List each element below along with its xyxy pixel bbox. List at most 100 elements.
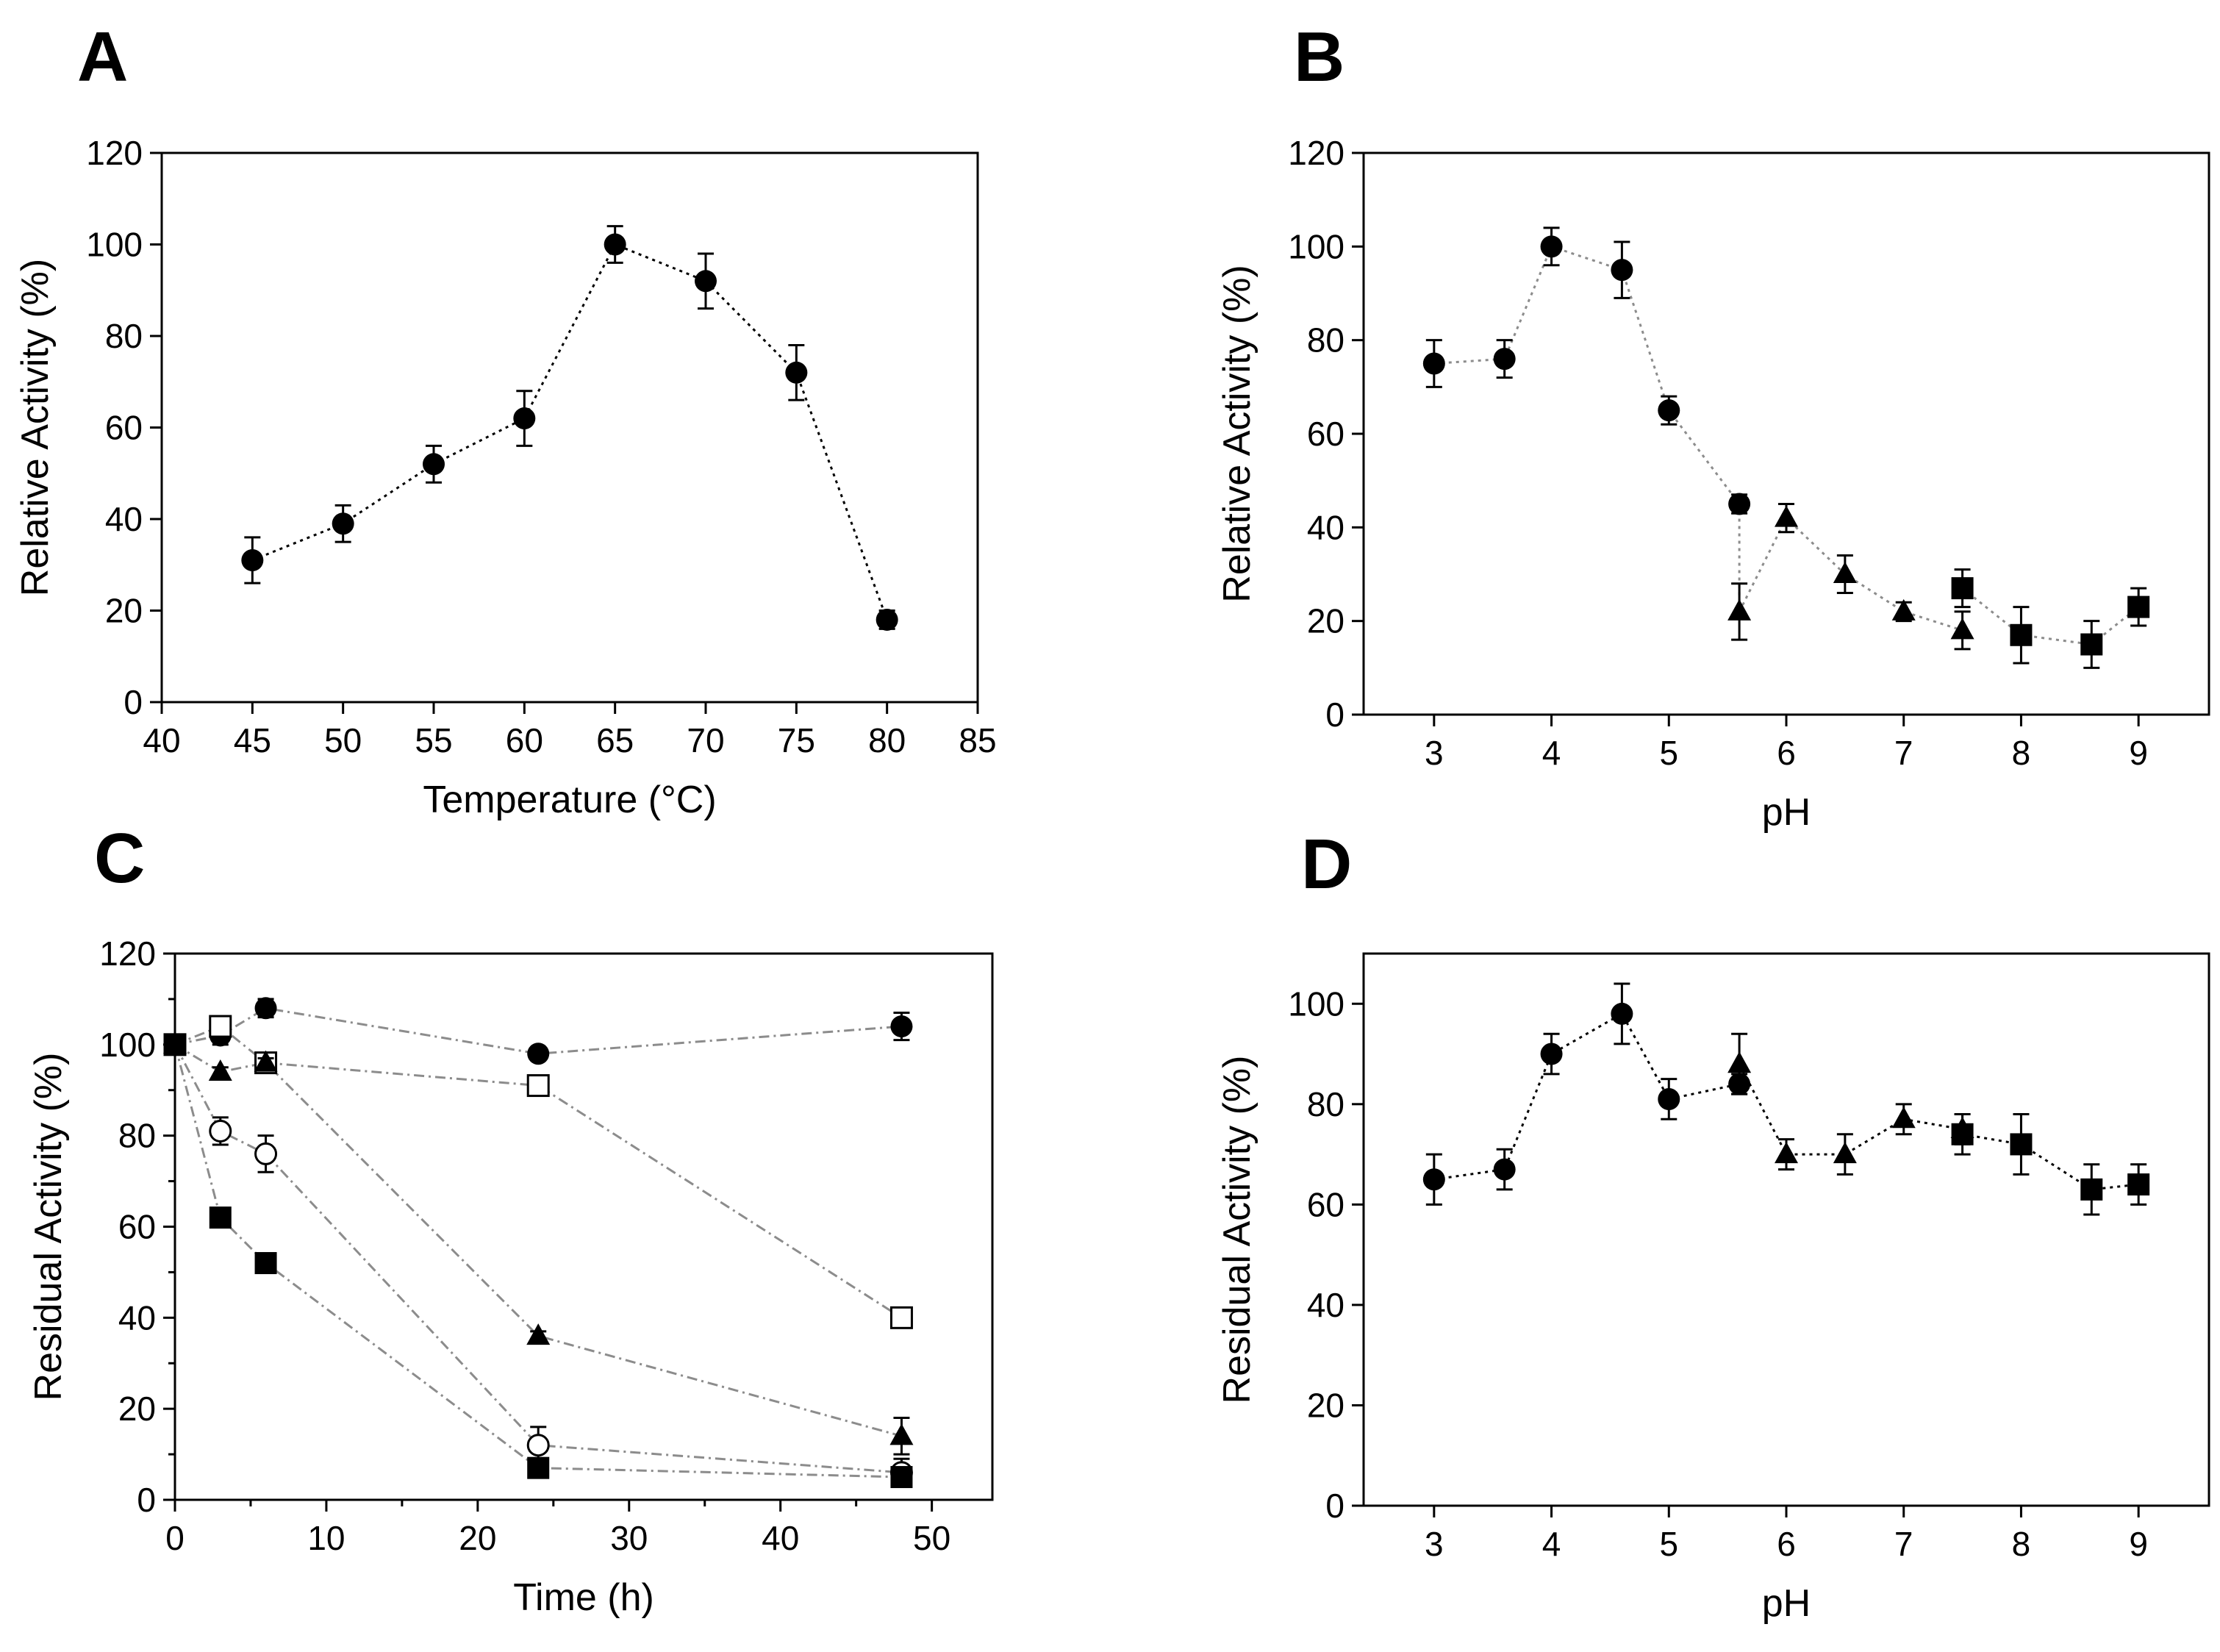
x-tick-label: 3 bbox=[1425, 1525, 1444, 1563]
data-point-filled-square bbox=[527, 1456, 550, 1479]
y-tick-label: 80 bbox=[1307, 321, 1344, 360]
x-tick-label: 40 bbox=[762, 1519, 799, 1557]
series-line-filled-circle bbox=[174, 1006, 902, 1055]
data-point-filled-triangle bbox=[526, 1323, 551, 1345]
x-tick-label: 55 bbox=[415, 721, 452, 759]
data-point-activity bbox=[513, 407, 536, 430]
x-tick-label: 50 bbox=[324, 721, 362, 759]
data-point-triangle-series bbox=[1727, 1051, 1752, 1073]
data-point-activity bbox=[876, 608, 898, 631]
data-point-square-series bbox=[2080, 633, 2103, 656]
data-point-triangle-series bbox=[1833, 1142, 1857, 1164]
x-tick-label: 7 bbox=[1894, 734, 1913, 772]
y-tick-label: 80 bbox=[105, 317, 143, 355]
data-point-activity bbox=[785, 361, 808, 384]
data-point-open-circle bbox=[254, 1142, 278, 1165]
series-line-square-series bbox=[1961, 587, 2140, 646]
data-point-triangle-series bbox=[1891, 1106, 1916, 1129]
plot-frame bbox=[1362, 151, 2210, 716]
data-point-filled-circle bbox=[890, 1015, 913, 1038]
data-point-circle-series bbox=[1493, 348, 1516, 371]
data-point-filled-triangle bbox=[208, 1059, 232, 1081]
plot-frame bbox=[160, 151, 979, 704]
data-point-circle-series bbox=[1422, 352, 1445, 375]
x-tick-label: 80 bbox=[868, 721, 906, 759]
data-point-filled-square bbox=[890, 1466, 913, 1489]
x-tick-label: 45 bbox=[234, 721, 271, 759]
chart-panel-a: A 40 45 50 55 60 65 70 75 80 85 0 20 40 60 80 100 120 Temp… bbox=[14, 18, 997, 821]
y-tick-label: 0 bbox=[123, 683, 143, 721]
x-tick-label: 0 bbox=[165, 1519, 185, 1557]
x-tick-label: 30 bbox=[610, 1519, 648, 1557]
x-axis-title: pH bbox=[1762, 791, 1811, 834]
x-tick-label: 3 bbox=[1425, 734, 1444, 772]
data-point-activity bbox=[241, 549, 264, 572]
x-tick-label: 10 bbox=[307, 1519, 345, 1557]
data-point-circle-series bbox=[1611, 259, 1633, 282]
y-tick-label: 20 bbox=[105, 592, 143, 630]
x-tick-label: 8 bbox=[2012, 1525, 2031, 1563]
series-line-triangle-series bbox=[1738, 1063, 1963, 1156]
data-point-triangle-series bbox=[1891, 598, 1916, 621]
data-point-square-series bbox=[2010, 623, 2033, 646]
y-tick-label: 0 bbox=[1325, 696, 1344, 734]
series-line-square-series bbox=[1962, 1133, 2139, 1191]
data-point-activity bbox=[604, 233, 626, 256]
data-point-square-series bbox=[2127, 596, 2150, 618]
x-tick-label: 8 bbox=[2012, 734, 2031, 772]
panel-label: A bbox=[77, 18, 128, 96]
data-point-circle-series bbox=[1540, 1043, 1563, 1065]
x-axis-title: Temperature (°C) bbox=[423, 779, 716, 821]
data-point-triangle-series bbox=[1833, 562, 1857, 583]
data-point-circle-series bbox=[1540, 235, 1563, 258]
panel-label: C bbox=[94, 819, 145, 898]
data-point-filled-triangle bbox=[889, 1423, 914, 1445]
panel-label: B bbox=[1294, 18, 1344, 96]
x-tick-label: 40 bbox=[143, 721, 180, 759]
y-tick-label: 60 bbox=[105, 409, 143, 447]
data-point-triangle-series bbox=[1775, 1142, 1798, 1164]
y-tick-label: 0 bbox=[1325, 1487, 1344, 1525]
data-point-filled-circle bbox=[527, 1043, 550, 1065]
plot-frame bbox=[1362, 952, 2210, 1507]
x-tick-label: 4 bbox=[1542, 734, 1561, 772]
y-axis-title: Relative Activity (%) bbox=[14, 259, 57, 596]
data-point-square-series bbox=[1951, 1123, 1974, 1145]
x-tick-label: 60 bbox=[506, 721, 543, 759]
data-point-filled-circle bbox=[254, 997, 277, 1020]
series-line-circle-series bbox=[1433, 1012, 1740, 1181]
plot-frame bbox=[173, 952, 994, 1501]
y-tick-label: 100 bbox=[1288, 227, 1344, 265]
x-tick-label: 7 bbox=[1894, 1525, 1913, 1563]
x-tick-label: 4 bbox=[1542, 1525, 1561, 1563]
x-tick-label: 5 bbox=[1659, 734, 1678, 772]
y-tick-label: 40 bbox=[118, 1298, 156, 1337]
series-line-filled-triangle bbox=[174, 1043, 902, 1437]
data-point-filled-square bbox=[164, 1033, 186, 1056]
y-tick-label: 20 bbox=[118, 1390, 156, 1428]
data-point-square-series bbox=[1951, 577, 1974, 600]
x-axis-title: Time (h) bbox=[513, 1576, 654, 1619]
panel-label: D bbox=[1301, 825, 1352, 904]
x-tick-label: 6 bbox=[1777, 1525, 1796, 1563]
chart-panel-b: B 3 4 5 6 7 8 9 0 20 40 60 80 100 120 pH Relative Activi… bbox=[1216, 18, 2210, 834]
data-point-activity bbox=[695, 270, 717, 293]
x-tick-label: 75 bbox=[778, 721, 815, 759]
data-point-triangle-series bbox=[1950, 618, 1974, 640]
data-point-open-circle bbox=[526, 1434, 550, 1457]
x-tick-label: 5 bbox=[1659, 1525, 1678, 1563]
y-tick-label: 100 bbox=[86, 226, 143, 264]
y-tick-label: 20 bbox=[1307, 602, 1344, 640]
y-tick-label: 120 bbox=[99, 934, 156, 973]
y-tick-label: 100 bbox=[1288, 984, 1344, 1023]
data-point-open-square bbox=[889, 1306, 913, 1329]
series-line-circle-series bbox=[1433, 245, 1741, 505]
data-point-activity bbox=[332, 512, 354, 535]
series-line-activity bbox=[251, 243, 889, 621]
data-point-square-series bbox=[2080, 1178, 2103, 1201]
data-point-filled-square bbox=[209, 1206, 232, 1229]
chart-panel-d: D 3 4 5 6 7 8 9 0 20 40 60 80 100 pH Residual Activity … bbox=[1216, 825, 2210, 1625]
x-tick-label: 20 bbox=[459, 1519, 496, 1557]
x-tick-label: 6 bbox=[1777, 734, 1796, 772]
